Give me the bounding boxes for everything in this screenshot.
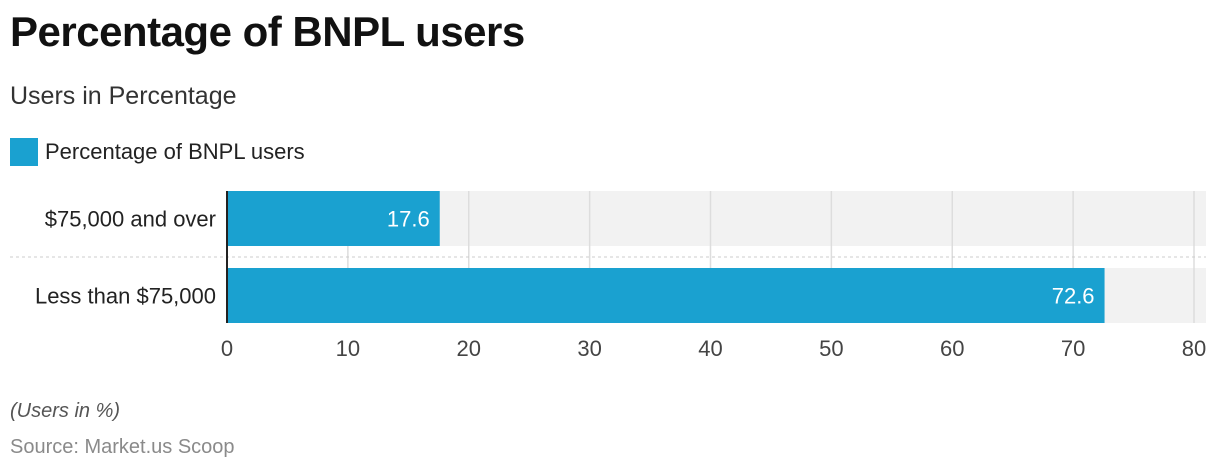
legend-swatch — [10, 138, 38, 166]
bar — [227, 268, 1105, 323]
x-tick-label: 50 — [819, 336, 843, 361]
data-label: 17.6 — [387, 207, 430, 232]
legend: Percentage of BNPL users — [10, 137, 305, 167]
x-tick-label: 20 — [457, 336, 481, 361]
x-tick-label: 0 — [221, 336, 233, 361]
bar — [227, 191, 440, 246]
x-tick-label: 80 — [1182, 336, 1206, 361]
chart-source: Source: Market.us Scoop — [10, 436, 235, 458]
x-tick-label: 10 — [336, 336, 360, 361]
x-tick-label: 70 — [1061, 336, 1085, 361]
legend-label: Percentage of BNPL users — [45, 139, 305, 164]
chart-subtitle: Users in Percentage — [10, 82, 237, 110]
data-label: 72.6 — [1052, 284, 1095, 309]
x-tick-label: 60 — [940, 336, 964, 361]
category-label: $75,000 and over — [45, 207, 216, 232]
x-tick-label: 40 — [698, 336, 722, 361]
chart-title: Percentage of BNPL users — [10, 8, 525, 55]
bar-chart: 17.6 $75,000 and over 72.6 Less than $75,00… — [10, 191, 1206, 361]
chart-note: (Users in %) — [10, 400, 121, 422]
category-label: Less than $75,000 — [35, 284, 216, 309]
x-tick-label: 30 — [577, 336, 601, 361]
